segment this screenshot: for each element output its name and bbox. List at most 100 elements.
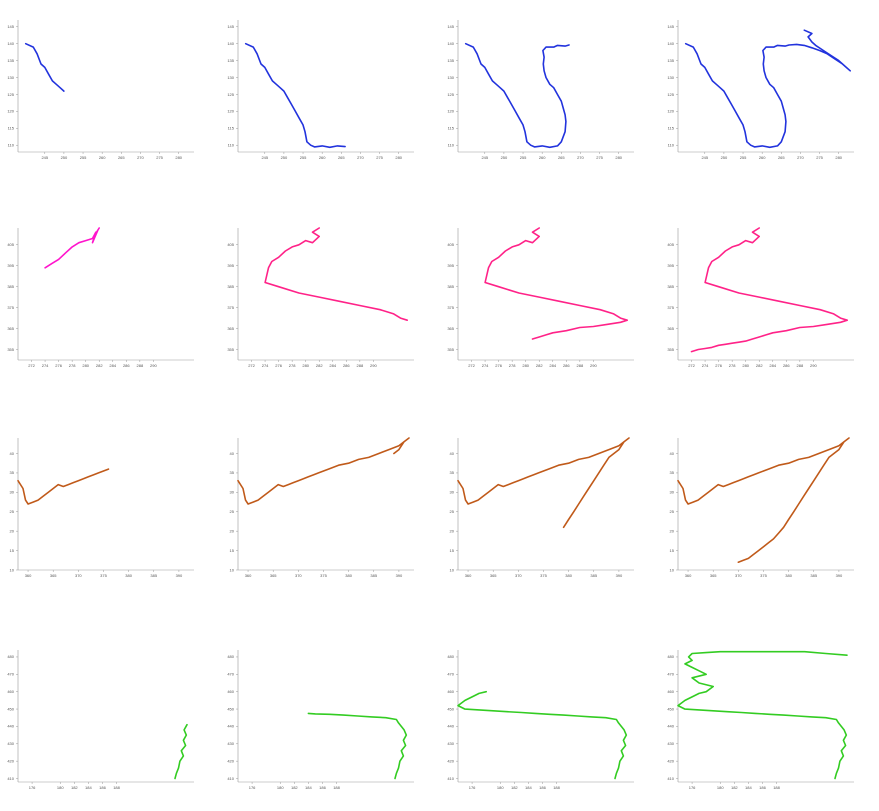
x-tick-label: 176 (29, 785, 36, 790)
y-tick-label: 10 (10, 567, 15, 572)
y-tick-label: 410 (447, 776, 454, 781)
x-tick-label: 390 (396, 573, 403, 578)
x-tick-label: 380 (785, 573, 792, 578)
x-tick-label: 276 (715, 363, 722, 368)
x-tick-label: 255 (300, 155, 307, 160)
y-tick-label: 40 (450, 451, 455, 456)
trajectory-line (677, 650, 848, 780)
x-tick-label: 280 (835, 155, 842, 160)
y-tick-label: 120 (7, 109, 14, 114)
y-tick-label: 125 (227, 92, 234, 97)
y-tick-label: 130 (447, 75, 454, 80)
trajectory-line (464, 42, 570, 149)
x-tick-label: 274 (262, 363, 269, 368)
x-tick-label: 245 (701, 155, 708, 160)
trajectory-line (174, 723, 188, 780)
y-tick-label: 355 (227, 347, 234, 352)
x-tick-label: 380 (345, 573, 352, 578)
x-tick-label: 260 (99, 155, 106, 160)
y-tick-label: 40 (10, 451, 15, 456)
x-tick-label: 188 (113, 785, 120, 790)
x-tick-label: 282 (536, 363, 543, 368)
trajectory-line (17, 468, 110, 505)
x-tick-label: 184 (305, 785, 312, 790)
x-tick-label: 286 (343, 363, 350, 368)
y-tick-label: 365 (667, 326, 674, 331)
y-tick-label: 115 (8, 126, 15, 131)
y-tick-label: 470 (667, 672, 674, 677)
y-tick-label: 40 (230, 451, 235, 456)
x-tick-label: 270 (357, 155, 364, 160)
x-tick-label: 360 (685, 573, 692, 578)
x-tick-label: 276 (275, 363, 282, 368)
y-tick-label: 420 (227, 758, 234, 763)
x-tick-label: 290 (810, 363, 817, 368)
y-tick-label: 440 (447, 724, 454, 729)
x-tick-label: 180 (497, 785, 504, 790)
x-tick-label: 375 (320, 573, 327, 578)
x-tick-label: 182 (71, 785, 78, 790)
y-tick-label: 115 (448, 126, 455, 131)
y-tick-label: 115 (228, 126, 235, 131)
x-tick-label: 282 (96, 363, 103, 368)
y-tick-label: 15 (670, 548, 675, 553)
y-tick-label: 20 (10, 528, 15, 533)
y-tick-label: 35 (230, 470, 235, 475)
y-tick-label: 405 (447, 242, 454, 247)
y-tick-label: 145 (7, 24, 14, 29)
y-tick-label: 135 (227, 58, 234, 63)
y-tick-label: 30 (450, 490, 455, 495)
x-tick-label: 275 (376, 155, 383, 160)
x-tick-label: 186 (99, 785, 106, 790)
y-tick-label: 460 (7, 689, 14, 694)
y-tick-label: 395 (7, 263, 14, 268)
x-tick-label: 375 (540, 573, 547, 578)
y-tick-label: 135 (7, 58, 14, 63)
panel-1-4: 245 250 255 260 265 270 275 280 110 115 120 125 130 1… (667, 20, 854, 160)
trajectory-line (677, 437, 850, 564)
x-tick-label: 288 (797, 363, 804, 368)
y-tick-label: 130 (7, 75, 14, 80)
x-tick-label: 186 (319, 785, 326, 790)
x-tick-label: 286 (563, 363, 570, 368)
panel-3-1: 360 365 370 375 380 385 390 10 15 20 25 30 35 40 (10, 438, 194, 578)
y-tick-label: 440 (7, 724, 14, 729)
x-tick-label: 282 (316, 363, 323, 368)
x-tick-label: 182 (731, 785, 738, 790)
trajectory-line (690, 227, 849, 353)
y-tick-label: 470 (447, 672, 454, 677)
x-tick-label: 278 (509, 363, 516, 368)
trajectory-line (264, 227, 409, 322)
x-tick-label: 184 (525, 785, 532, 790)
y-tick-label: 480 (447, 654, 454, 659)
x-tick-label: 260 (319, 155, 326, 160)
trajectory-line (244, 42, 346, 149)
y-tick-label: 120 (447, 109, 454, 114)
trajectory-line (684, 29, 852, 149)
x-tick-label: 284 (769, 363, 776, 368)
trajectory-line (237, 437, 410, 505)
x-tick-label: 275 (156, 155, 163, 160)
x-tick-label: 265 (118, 155, 125, 160)
x-tick-label: 176 (469, 785, 476, 790)
y-tick-label: 450 (7, 706, 14, 711)
y-tick-label: 405 (667, 242, 674, 247)
x-tick-label: 280 (175, 155, 182, 160)
y-tick-label: 460 (667, 689, 674, 694)
panel-4-3: 176 180 182 184 186 188 410 420 430 440 450 460 470 4… (447, 650, 634, 790)
x-tick-label: 265 (778, 155, 785, 160)
y-tick-label: 35 (670, 470, 675, 475)
trajectory-line (44, 227, 100, 269)
panel-1-2: 245 250 255 260 265 270 275 280 110 115 120 125 130 1… (227, 20, 414, 160)
y-tick-label: 145 (667, 24, 674, 29)
y-tick-label: 375 (667, 305, 674, 310)
x-tick-label: 370 (75, 573, 82, 578)
y-tick-label: 430 (447, 741, 454, 746)
y-tick-label: 10 (230, 567, 235, 572)
y-tick-label: 365 (7, 326, 14, 331)
x-tick-label: 365 (490, 573, 497, 578)
x-tick-label: 375 (100, 573, 107, 578)
x-tick-label: 272 (248, 363, 255, 368)
x-tick-label: 270 (797, 155, 804, 160)
